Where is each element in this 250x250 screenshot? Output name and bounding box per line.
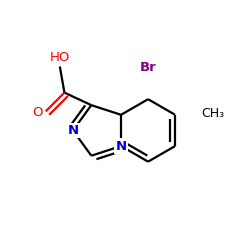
Text: O: O: [32, 106, 42, 119]
Text: N: N: [116, 140, 126, 152]
Text: HO: HO: [50, 51, 70, 64]
Text: CH₃: CH₃: [202, 107, 225, 120]
Text: N: N: [68, 124, 78, 137]
Text: Br: Br: [140, 61, 156, 74]
